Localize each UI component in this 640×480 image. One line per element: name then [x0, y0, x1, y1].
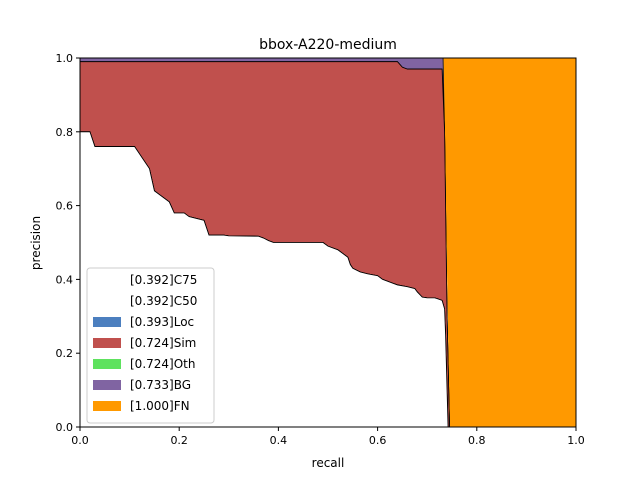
x-axis: 0.0 0.2 0.4 0.6 0.8 1.0 — [71, 427, 585, 447]
y-tick-label: 0.4 — [56, 273, 74, 286]
legend-label-loc: [0.393]Loc — [130, 315, 194, 329]
legend-swatch-loc — [93, 317, 121, 327]
legend-label-c50: [0.392]C50 — [130, 294, 197, 308]
legend-swatch-c50 — [93, 296, 121, 306]
x-tick-label: 1.0 — [567, 434, 585, 447]
legend-swatch-sim — [93, 338, 121, 348]
legend-swatch-c75 — [93, 275, 121, 285]
x-axis-label: recall — [312, 456, 345, 470]
y-tick-label: 1.0 — [56, 52, 74, 65]
boundary-sim — [80, 61, 450, 428]
x-tick-label: 0.4 — [270, 434, 288, 447]
y-tick-label: 0.6 — [56, 200, 74, 213]
legend-label-sim: [0.724]Sim — [130, 336, 196, 350]
x-tick-label: 0.8 — [468, 434, 486, 447]
area-fn — [443, 58, 576, 427]
y-axis-label: precision — [29, 216, 43, 270]
y-tick-label: 0.8 — [56, 126, 74, 139]
legend-swatch-fn — [93, 401, 121, 411]
x-tick-label: 0.0 — [71, 434, 89, 447]
x-tick-label: 0.2 — [170, 434, 188, 447]
y-tick-label: 0.0 — [56, 421, 74, 434]
plot-frame — [79, 57, 577, 428]
legend-label-fn: [1.000]FN — [130, 399, 190, 413]
boundary-c75 — [80, 131, 449, 428]
legend: [0.392]C75 [0.392]C50 [0.393]Loc [0.724]Sim… — [86, 267, 215, 424]
legend-label-c75: [0.392]C75 — [130, 273, 197, 287]
legend-swatch-oth — [93, 359, 121, 369]
legend-label-bg: [0.733]BG — [130, 378, 191, 392]
x-tick-label: 0.6 — [369, 434, 387, 447]
chart-title: bbox-A220-medium — [259, 37, 397, 53]
y-axis: 0.0 0.2 0.4 0.6 0.8 1.0 — [56, 52, 80, 434]
legend-label-oth: [0.724]Oth — [130, 357, 195, 371]
y-tick-label: 0.2 — [56, 347, 74, 360]
legend-swatch-bg — [93, 380, 121, 390]
